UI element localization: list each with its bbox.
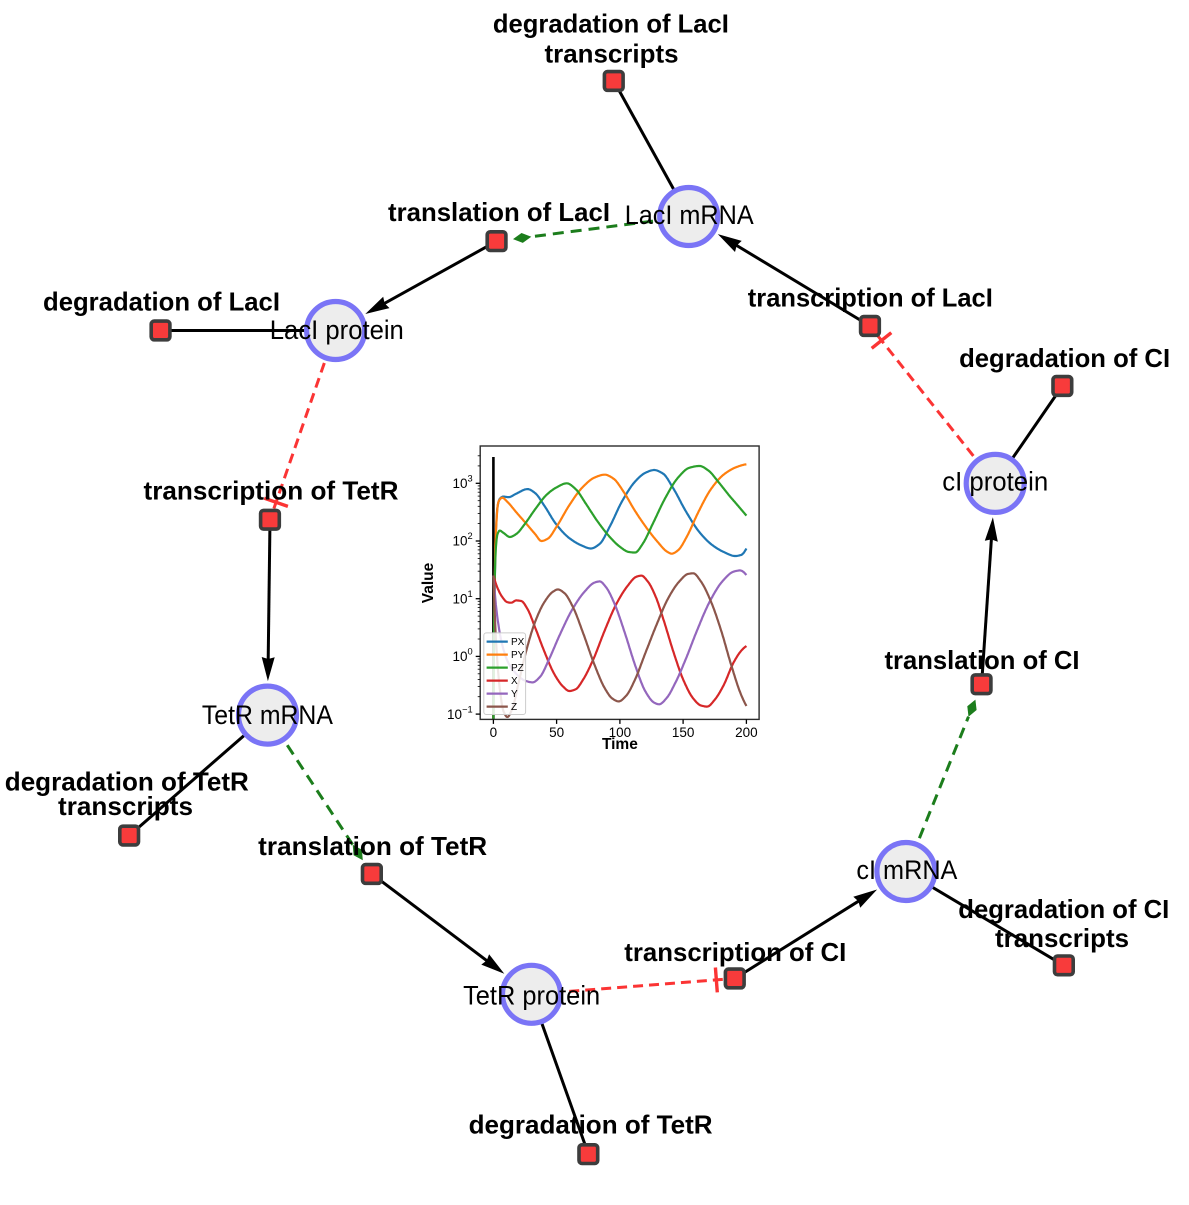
svg-text:transcripts: transcripts xyxy=(545,38,679,68)
svg-text:Y: Y xyxy=(511,689,518,700)
svg-text:PX: PX xyxy=(511,637,525,648)
svg-text:LacI mRNA: LacI mRNA xyxy=(625,200,754,230)
svg-text:transcription of TetR: transcription of TetR xyxy=(144,476,399,506)
svg-text:PZ: PZ xyxy=(511,663,524,674)
svg-text:PY: PY xyxy=(511,650,525,661)
svg-text:degradation of LacI: degradation of LacI xyxy=(43,286,280,316)
svg-text:X: X xyxy=(511,676,518,687)
svg-text:transcription of CI: transcription of CI xyxy=(624,937,846,967)
svg-text:Value: Value xyxy=(420,562,437,603)
svg-text:100: 100 xyxy=(609,725,632,740)
svg-text:50: 50 xyxy=(549,725,564,740)
svg-text:TetR mRNA: TetR mRNA xyxy=(202,700,333,730)
svg-text:cI protein: cI protein xyxy=(942,467,1048,497)
svg-text:translation of TetR: translation of TetR xyxy=(258,831,487,861)
svg-text:transcripts: transcripts xyxy=(58,791,193,821)
svg-text:TetR protein: TetR protein xyxy=(463,980,600,1010)
svg-text:degradation of LacI: degradation of LacI xyxy=(493,8,729,38)
svg-text:degradation of CI: degradation of CI xyxy=(958,894,1169,924)
svg-text:cI mRNA: cI mRNA xyxy=(856,855,957,885)
svg-text:transcription of LacI: transcription of LacI xyxy=(748,282,993,312)
svg-text:LacI protein: LacI protein xyxy=(270,315,404,345)
svg-text:Z: Z xyxy=(511,702,517,713)
svg-text:Time: Time xyxy=(602,736,638,753)
svg-text:degradation of CI: degradation of CI xyxy=(959,343,1170,373)
svg-text:transcripts: transcripts xyxy=(995,923,1129,953)
svg-text:0: 0 xyxy=(490,725,498,740)
svg-text:degradation of TetR: degradation of TetR xyxy=(5,766,249,796)
svg-text:degradation of TetR: degradation of TetR xyxy=(469,1110,713,1140)
svg-text:translation of CI: translation of CI xyxy=(885,645,1080,675)
svg-text:translation of LacI: translation of LacI xyxy=(388,197,610,227)
svg-text:200: 200 xyxy=(735,725,758,740)
svg-text:150: 150 xyxy=(672,725,695,740)
